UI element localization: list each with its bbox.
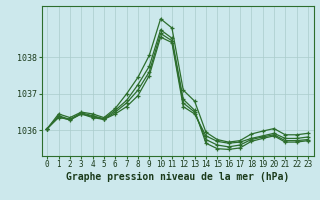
X-axis label: Graphe pression niveau de la mer (hPa): Graphe pression niveau de la mer (hPa) (66, 172, 289, 182)
